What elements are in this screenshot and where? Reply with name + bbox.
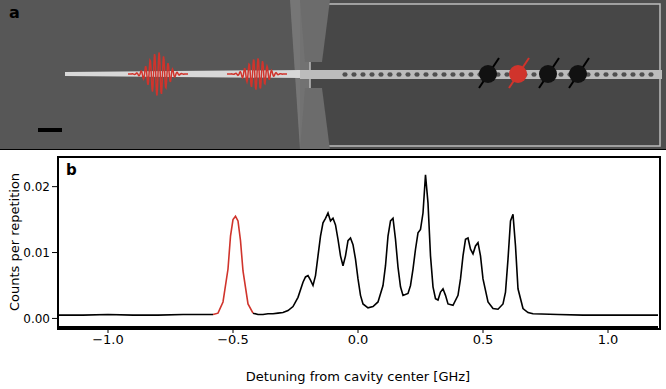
svg-text:1.0: 1.0 — [598, 332, 619, 347]
svg-text:0.02: 0.02 — [23, 180, 50, 194]
svg-text:Detuning from cavity center [G: Detuning from cavity center [GHz] — [246, 369, 470, 384]
svg-text:−0.5: −0.5 — [217, 332, 249, 347]
html-text:b: b — [66, 161, 77, 179]
svg-text:0.5: 0.5 — [473, 332, 494, 347]
svg-text:a: a — [9, 3, 20, 22]
svg-text:0.00: 0.00 — [23, 312, 50, 326]
svg-text:Counts per repetition: Counts per repetition — [7, 173, 22, 311]
svg-text:−1.0: −1.0 — [92, 332, 124, 347]
svg-text:0.01: 0.01 — [23, 246, 50, 260]
svg-text:0.0: 0.0 — [348, 332, 369, 347]
